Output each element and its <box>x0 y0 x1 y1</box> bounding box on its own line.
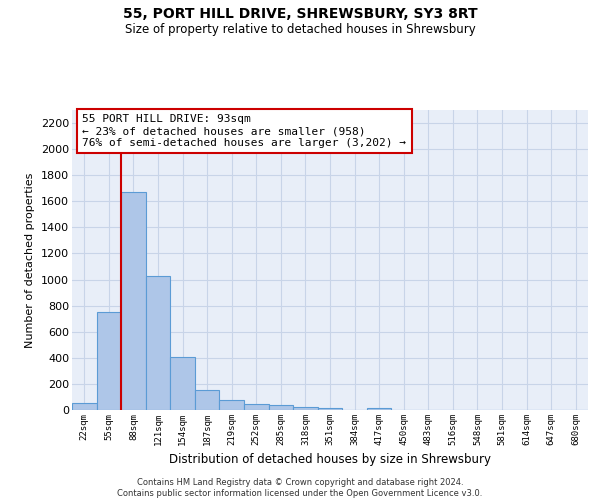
Text: 55 PORT HILL DRIVE: 93sqm
← 23% of detached houses are smaller (958)
76% of semi: 55 PORT HILL DRIVE: 93sqm ← 23% of detac… <box>82 114 406 148</box>
Bar <box>293 408 318 410</box>
Bar <box>318 408 342 410</box>
Text: Size of property relative to detached houses in Shrewsbury: Size of property relative to detached ho… <box>125 22 475 36</box>
Bar <box>121 192 146 410</box>
Bar <box>244 404 269 410</box>
Bar <box>367 408 391 410</box>
Bar <box>269 406 293 410</box>
Bar <box>146 276 170 410</box>
Bar <box>72 404 97 410</box>
Bar <box>195 390 220 410</box>
Bar <box>170 357 195 410</box>
Text: 55, PORT HILL DRIVE, SHREWSBURY, SY3 8RT: 55, PORT HILL DRIVE, SHREWSBURY, SY3 8RT <box>122 8 478 22</box>
Text: Contains HM Land Registry data © Crown copyright and database right 2024.
Contai: Contains HM Land Registry data © Crown c… <box>118 478 482 498</box>
Bar <box>97 312 121 410</box>
Bar <box>220 400 244 410</box>
Text: Distribution of detached houses by size in Shrewsbury: Distribution of detached houses by size … <box>169 452 491 466</box>
Y-axis label: Number of detached properties: Number of detached properties <box>25 172 35 348</box>
